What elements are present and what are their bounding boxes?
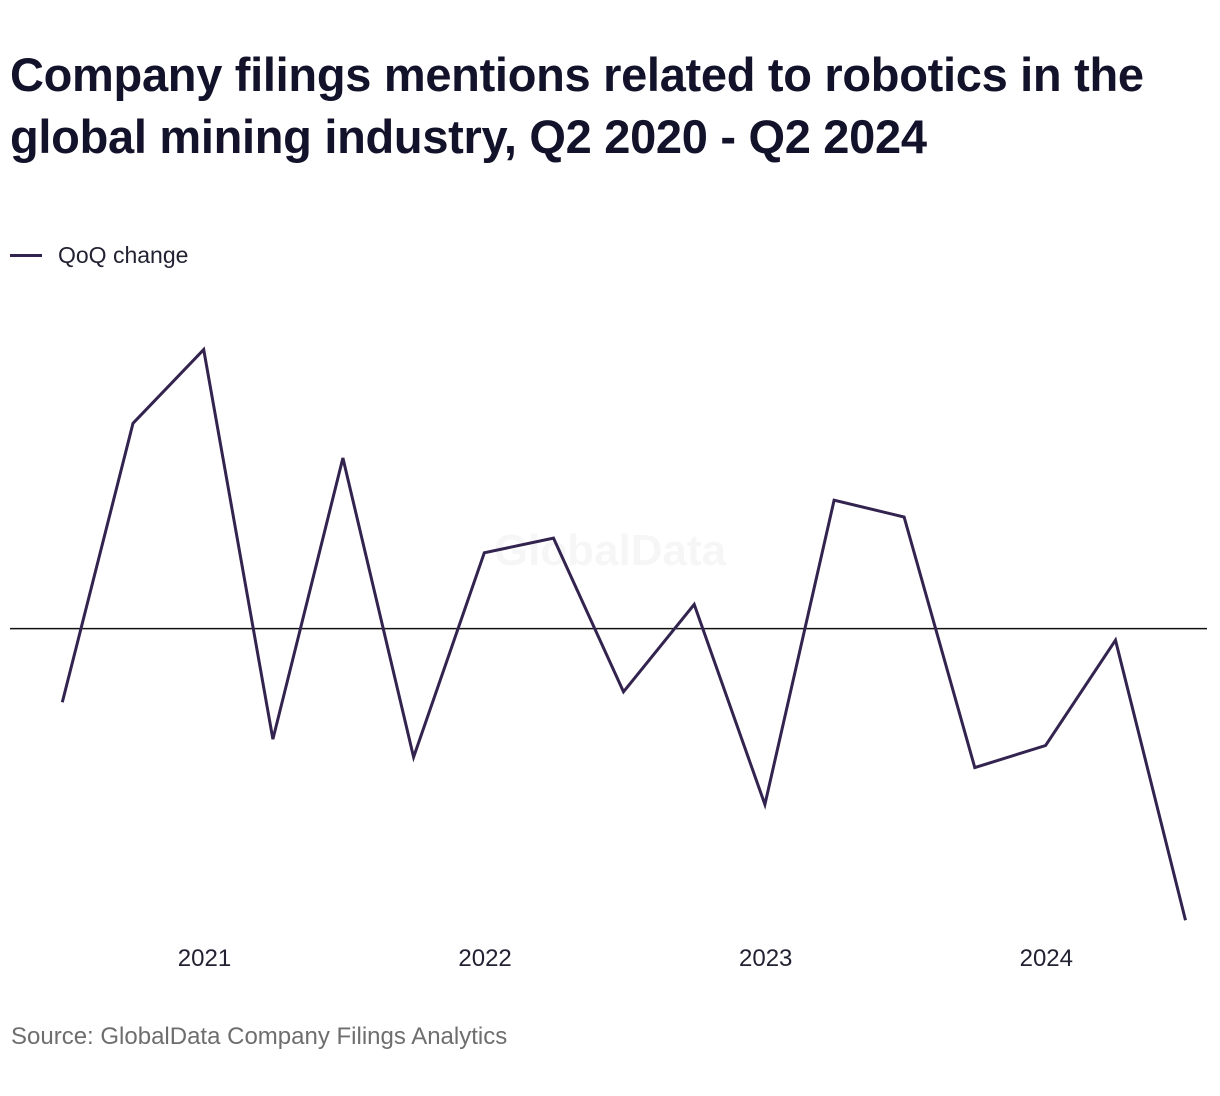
chart-title: Company filings mentions related to robo… xyxy=(10,48,1144,163)
legend-label: QoQ change xyxy=(58,242,189,268)
x-tick-label: 2024 xyxy=(1020,945,1073,972)
watermark: GlobalData xyxy=(494,526,727,575)
x-tick-label: 2021 xyxy=(178,945,231,972)
x-tick-label: 2023 xyxy=(739,945,792,972)
legend: QoQ change xyxy=(10,242,188,269)
series-line xyxy=(60,346,1187,921)
source-note: Source: GlobalData Company Filings Analy… xyxy=(11,1023,508,1050)
legend-swatch xyxy=(10,254,42,257)
x-tick-label: 2022 xyxy=(458,945,511,972)
line-chart: GlobalData 2021 2022 2023 2024 xyxy=(10,346,1207,972)
